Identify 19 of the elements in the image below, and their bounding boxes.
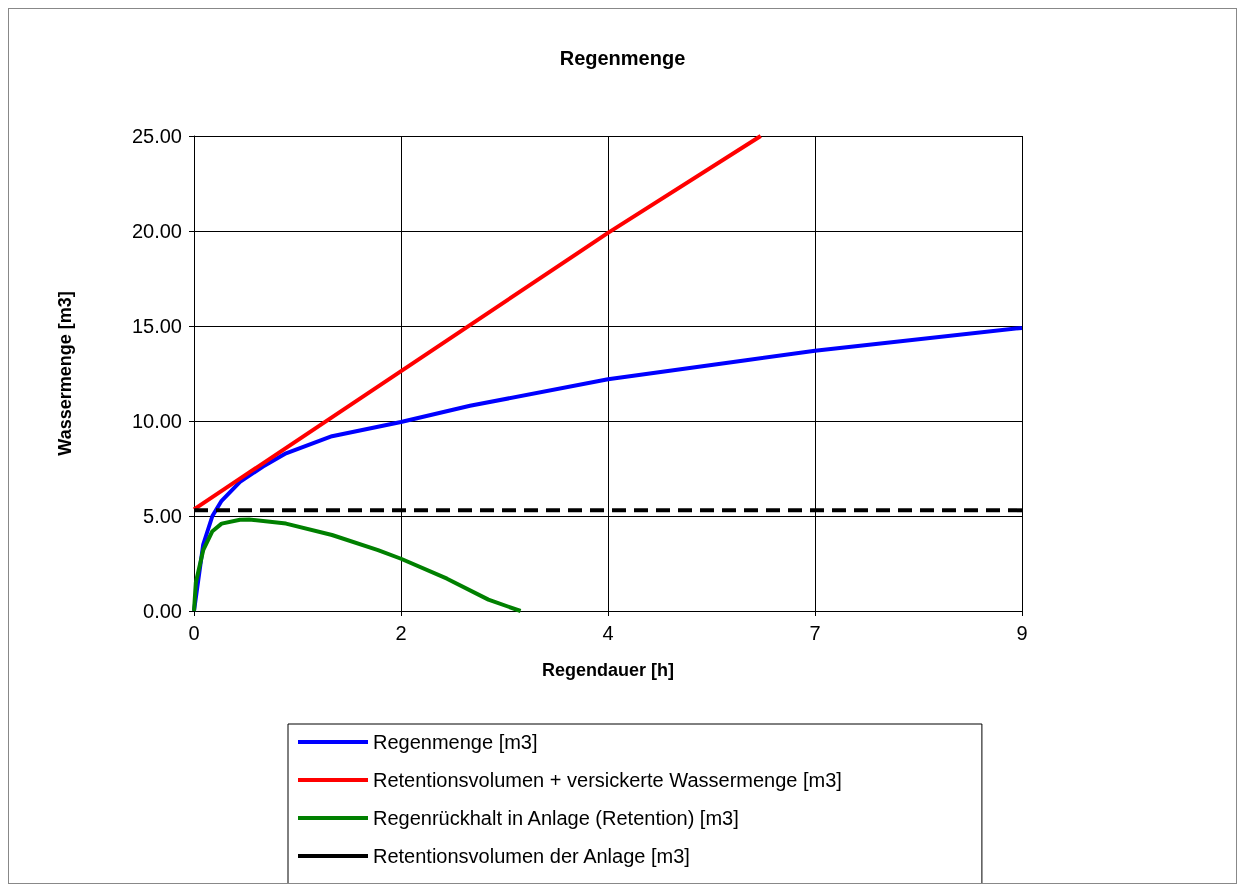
y-axis-title: Wassermenge [m3] <box>55 291 75 456</box>
x-axis-title: Regendauer [h] <box>541 660 675 680</box>
x-tick-label: 2 <box>395 622 407 644</box>
line-series <box>192 517 523 613</box>
legend-label: Regenmenge [m3] <box>373 731 538 753</box>
legend-label: Retentionsvolumen + versickerte Wassermenge [m3] <box>373 769 842 791</box>
chart-title: Regenmenge <box>559 47 686 69</box>
y-tick-label: 0.00 <box>143 600 182 622</box>
x-tick-label: 4 <box>602 622 614 644</box>
y-tick-label: 5.00 <box>143 505 182 527</box>
y-tick-label: 20.00 <box>131 220 182 242</box>
y-tick-label: 10.00 <box>131 410 182 432</box>
legend-label: Regenrückhalt in Anlage (Retention) [m3] <box>373 807 739 829</box>
legend-label: Retentionsvolumen der Anlage [m3] <box>373 845 690 867</box>
x-tick-label: 9 <box>1016 622 1028 644</box>
x-tick-label: 0 <box>188 622 200 644</box>
y-tick-label: 25.00 <box>131 125 182 147</box>
y-tick-label: 15.00 <box>131 315 182 337</box>
x-tick-label: 7 <box>809 622 821 644</box>
